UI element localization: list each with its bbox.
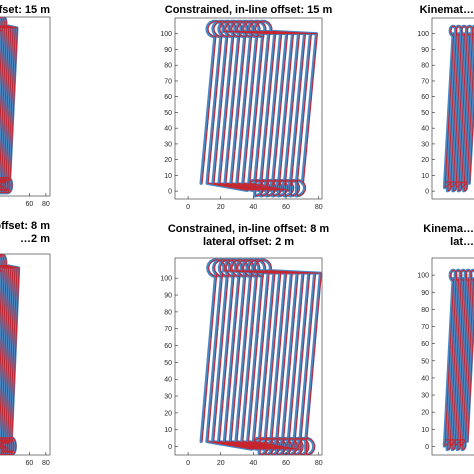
y-tick-label: 30 — [421, 141, 429, 148]
y-tick-label: 90 — [164, 47, 172, 54]
x-tick-label: 0 — [186, 204, 190, 211]
y-tick-label: 20 — [164, 157, 172, 164]
subplot-2: 0 20 40 60 80 0 10 20 30 40 50 60 70 80 90 100 Constrain… — [160, 4, 332, 211]
y-tick-label: 60 — [421, 94, 429, 101]
x-tick-label: 60 — [26, 460, 34, 467]
subplot-1: 60 80 …e offset: 15 m — [0, 4, 51, 208]
y-tick-label: 0 — [168, 189, 172, 196]
subplot-subtitle: lat… — [450, 236, 474, 248]
series-red-path — [444, 25, 474, 192]
x-tick-label: 60 — [282, 460, 290, 467]
x-tick-label: 40 — [250, 460, 258, 467]
x-tick-label: 20 — [217, 204, 225, 211]
subplot-title: Constrained, in-line offset: 8 m — [168, 223, 330, 235]
y-tick-label: 100 — [417, 273, 429, 280]
x-tick-label: 80 — [315, 460, 323, 467]
y-tick-label: 10 — [421, 173, 429, 180]
series-blue-path — [199, 258, 322, 455]
y-tick-label: 60 — [164, 94, 172, 101]
y-tick-label: 60 — [164, 343, 172, 350]
y-tick-label: 40 — [421, 375, 429, 382]
subplot-4: 60 80 …e offset: 8 m…2 m — [0, 220, 51, 467]
y-tick-label: 30 — [421, 393, 429, 400]
x-tick-label: 40 — [250, 204, 258, 211]
y-tick-label: 50 — [164, 360, 172, 367]
y-tick-label: 30 — [164, 394, 172, 401]
subplot-5: 0 20 40 60 80 0 10 20 30 40 50 60 70 80 90 100 Constrain… — [160, 223, 329, 467]
subplot-title: …e offset: 15 m — [0, 4, 50, 16]
y-tick-label: 90 — [421, 290, 429, 297]
series-red-path — [201, 20, 318, 197]
y-tick-label: 30 — [164, 141, 172, 148]
subplot-title: Kinema… — [423, 223, 474, 235]
y-tick-label: 70 — [164, 326, 172, 333]
subplot-title: Kinemat… — [420, 4, 474, 16]
subplot-3: 0 10 20 30 40 50 60 70 80 90 100 Kinemat… — [417, 4, 474, 200]
y-tick-label: 40 — [164, 126, 172, 133]
y-tick-label: 70 — [421, 78, 429, 85]
y-tick-label: 10 — [164, 427, 172, 434]
y-tick-label: 50 — [421, 110, 429, 117]
y-tick-label: 20 — [164, 410, 172, 417]
x-tick-label: 60 — [26, 201, 34, 208]
x-tick-label: 0 — [186, 460, 190, 467]
series-red-path — [444, 269, 474, 450]
y-tick-label: 10 — [164, 173, 172, 180]
y-tick-label: 60 — [421, 341, 429, 348]
subplot-subtitle: lateral offset: 2 m — [203, 236, 294, 248]
y-tick-label: 20 — [421, 157, 429, 164]
y-tick-label: 90 — [421, 47, 429, 54]
y-tick-label: 100 — [160, 276, 172, 283]
subplot-title: Constrained, in-line offset: 15 m — [165, 4, 333, 16]
subplot-subtitle: …2 m — [20, 233, 50, 245]
y-tick-label: 40 — [164, 377, 172, 384]
x-tick-label: 80 — [315, 204, 323, 211]
series-red-path — [201, 259, 322, 455]
y-tick-label: 70 — [164, 78, 172, 85]
x-tick-label: 80 — [42, 460, 50, 467]
subplot-6: 0 10 20 30 40 50 60 70 80 90 100 Kinema…lat… — [417, 223, 474, 456]
y-tick-label: 80 — [164, 309, 172, 316]
x-tick-label: 60 — [282, 204, 290, 211]
y-tick-label: 100 — [417, 31, 429, 38]
y-tick-label: 10 — [421, 427, 429, 434]
y-tick-label: 80 — [164, 63, 172, 70]
series-red-path — [0, 254, 20, 455]
y-tick-label: 0 — [425, 189, 429, 196]
series-red-path — [0, 17, 18, 194]
y-tick-label: 50 — [164, 110, 172, 117]
y-tick-label: 80 — [421, 63, 429, 70]
x-tick-label: 80 — [42, 201, 50, 208]
y-tick-label: 70 — [421, 324, 429, 331]
subplot-title: …e offset: 8 m — [0, 220, 50, 232]
y-tick-label: 100 — [160, 31, 172, 38]
y-tick-label: 40 — [421, 126, 429, 133]
y-tick-label: 20 — [421, 410, 429, 417]
y-tick-label: 0 — [168, 444, 172, 451]
x-tick-label: 20 — [217, 460, 225, 467]
y-tick-label: 0 — [425, 444, 429, 451]
y-tick-label: 90 — [164, 293, 172, 300]
y-tick-label: 50 — [421, 358, 429, 365]
series-blue-path — [199, 19, 318, 198]
y-tick-label: 80 — [421, 307, 429, 314]
